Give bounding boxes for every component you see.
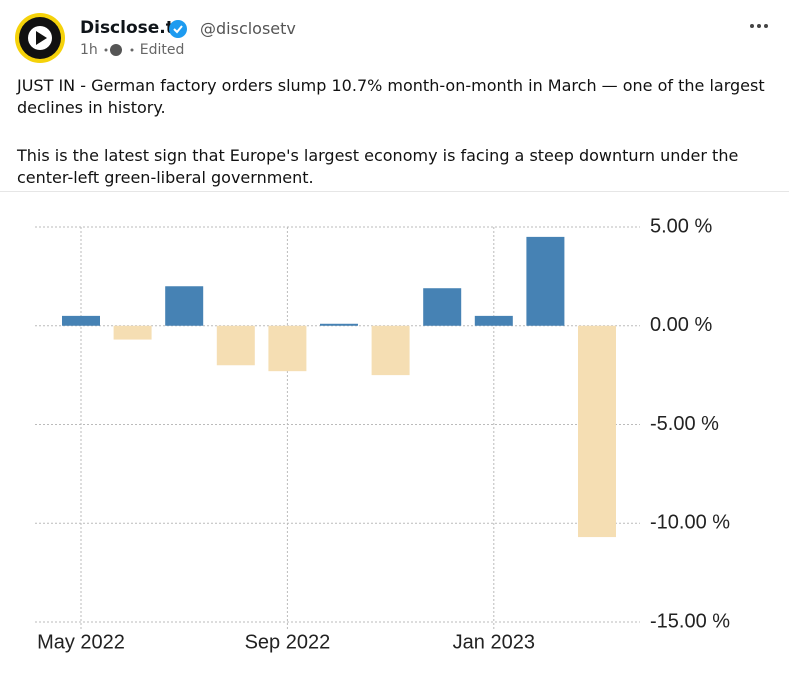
verified-badge xyxy=(169,20,187,38)
y-tick-label: -15.00 % xyxy=(650,610,730,632)
bar xyxy=(216,325,255,366)
y-tick-label: -5.00 % xyxy=(650,413,719,435)
y-tick-label: -10.00 % xyxy=(650,512,730,534)
post-text: JUST IN - German factory orders slump 10… xyxy=(17,76,765,117)
bar xyxy=(62,315,100,326)
bar xyxy=(320,323,358,326)
bar xyxy=(165,286,204,326)
post-meta: 1h Edited xyxy=(80,42,184,58)
author-name[interactable]: Disclose.tv xyxy=(80,18,185,38)
bar xyxy=(474,315,513,326)
post-time: 1h xyxy=(80,42,98,58)
divider xyxy=(0,191,789,192)
bar xyxy=(268,325,307,372)
y-tick-label: 5.00 % xyxy=(650,215,712,237)
bar xyxy=(113,325,152,340)
post-text: This is the latest sign that Europe's la… xyxy=(17,146,739,187)
y-tick-label: 0.00 % xyxy=(650,314,712,336)
x-tick-label: Sep 2022 xyxy=(245,631,331,653)
bar xyxy=(371,325,410,376)
avatar[interactable] xyxy=(14,12,66,64)
bar xyxy=(423,288,462,326)
bar xyxy=(578,325,616,538)
bar xyxy=(526,236,565,326)
globe-icon xyxy=(104,44,122,56)
separator xyxy=(130,48,134,52)
more-menu[interactable] xyxy=(748,20,770,32)
edited-label: Edited xyxy=(139,42,185,58)
handle[interactable]: @disclosetv xyxy=(200,19,296,38)
chart: 5.00 % 0.00 % -5.00 % -10.00 % -15.00 % May 2… xyxy=(35,215,730,653)
x-tick-label: Jan 2023 xyxy=(453,631,535,653)
x-tick-label: May 2022 xyxy=(37,631,125,653)
